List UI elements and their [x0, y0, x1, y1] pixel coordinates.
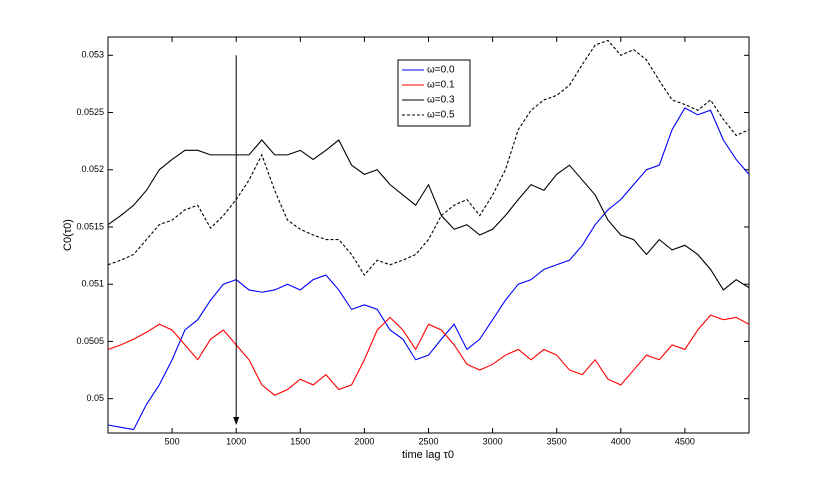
legend-label: ω=0.3: [427, 95, 455, 106]
x-tick-label: 1500: [290, 436, 310, 446]
y-tick-label: 0.0525: [76, 107, 104, 117]
series-line: [108, 139, 749, 291]
y-tick-label: 0.0505: [76, 336, 104, 346]
x-tick-label: 500: [165, 436, 180, 446]
legend-label: ω=0.5: [427, 110, 455, 121]
x-tick-label: 3000: [483, 436, 503, 446]
x-tick-label: 1000: [226, 436, 246, 446]
x-axis-label: time lag τ0: [402, 449, 454, 461]
y-tick-label: 0.0515: [76, 221, 104, 231]
y-tick-label: 0.053: [81, 50, 104, 60]
x-tick-label: 3500: [547, 436, 567, 446]
legend-label: ω=0.0: [427, 65, 455, 76]
series-line: [108, 314, 749, 396]
legend-label: ω=0.1: [427, 80, 455, 91]
y-tick-label: 0.05: [86, 393, 104, 403]
series-line: [108, 39, 749, 276]
x-tick-label: 4000: [611, 436, 631, 446]
x-tick-label: 4500: [675, 436, 695, 446]
x-tick-label: 2000: [354, 436, 374, 446]
y-tick-label: 0.052: [81, 164, 104, 174]
y-tick-label: 0.051: [81, 279, 104, 289]
arrow-head: [233, 416, 240, 425]
y-axis-label: C0(τ0): [62, 219, 74, 251]
series-line: [108, 107, 749, 431]
x-tick-label: 2500: [418, 436, 438, 446]
